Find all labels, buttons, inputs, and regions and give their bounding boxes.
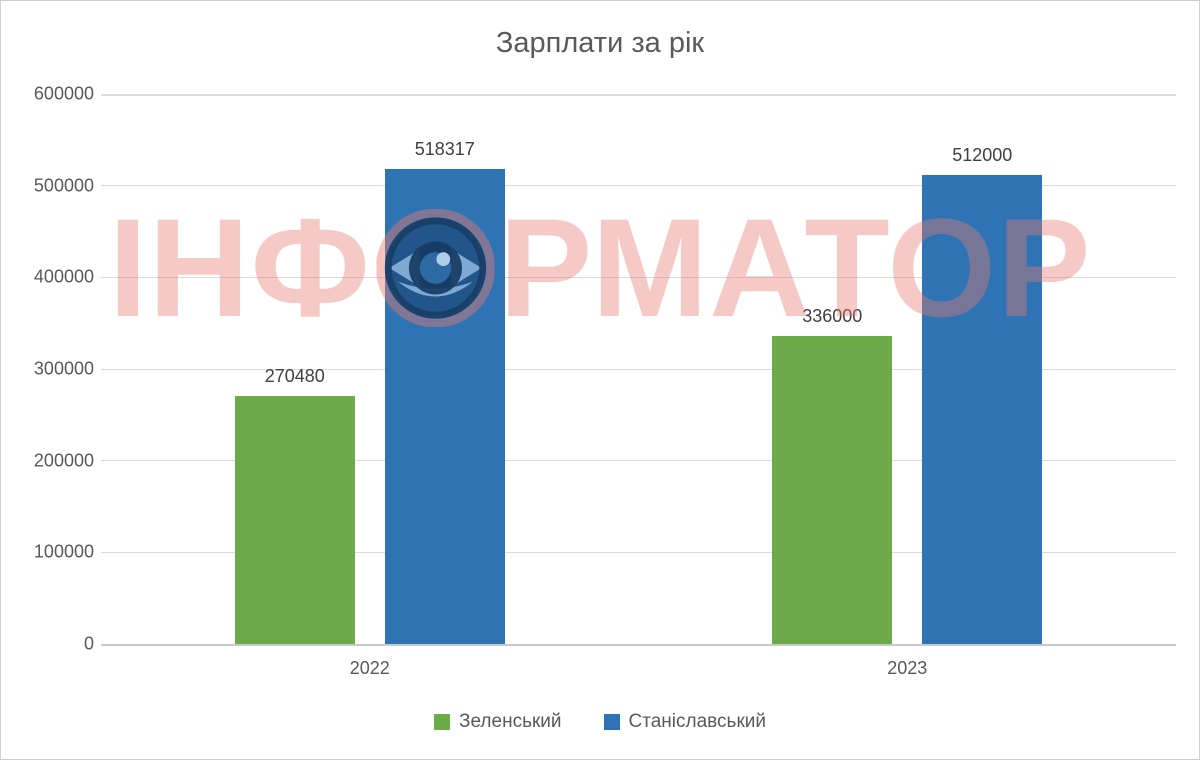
- legend-swatch-green-icon: [434, 714, 451, 730]
- y-axis-tick-label: 500000: [33, 175, 94, 196]
- y-axis-tick-label: 300000: [33, 358, 94, 379]
- bar-value-label-stanislavsky-2023: 512000: [952, 144, 1013, 165]
- legend-label-zelensky: Зеленський: [459, 711, 562, 732]
- y-axis-tick-label: 0: [83, 633, 94, 654]
- bar-stanislavsky-2022[interactable]: [384, 168, 505, 644]
- gridline: [101, 551, 1176, 553]
- y-axis-tick-label: 200000: [33, 450, 94, 471]
- chart-title: Зарплати за рік: [495, 27, 705, 59]
- y-axis-tick-label: 400000: [33, 266, 94, 287]
- legend-label-stanislavsky: Станіславський: [628, 711, 766, 732]
- x-axis-category-label: 2023: [887, 658, 928, 678]
- bar-value-label-zelensky-2022: 270480: [264, 366, 325, 387]
- bar-value-label-zelensky-2023: 336000: [802, 306, 863, 326]
- bar-stanislavsky-2023[interactable]: [922, 174, 1043, 644]
- gridline: [101, 93, 1176, 96]
- legend-item-zelensky[interactable]: Зеленський: [434, 711, 562, 733]
- gridline: [101, 276, 1176, 278]
- gridline: [101, 643, 1176, 646]
- bar-zelensky-2022[interactable]: [234, 396, 355, 644]
- y-axis-tick-label: 100000: [33, 541, 94, 562]
- plot-area: 0 100000 200000 300000 400000 500000 600000 202…: [34, 84, 1176, 678]
- legend-swatch-blue-icon: [603, 714, 620, 730]
- legend-item-stanislavsky[interactable]: Станіславський: [603, 711, 766, 733]
- gridline: [101, 368, 1176, 370]
- legend: Зеленський Станіславський: [1, 711, 1199, 733]
- bar-zelensky-2023[interactable]: [772, 336, 893, 644]
- y-axis-tick-label: 600000: [33, 83, 94, 104]
- gridline: [101, 185, 1176, 187]
- x-axis-category-label: 2022: [349, 658, 390, 678]
- bar-value-label-stanislavsky-2022: 518317: [414, 138, 475, 159]
- gridline: [101, 460, 1176, 462]
